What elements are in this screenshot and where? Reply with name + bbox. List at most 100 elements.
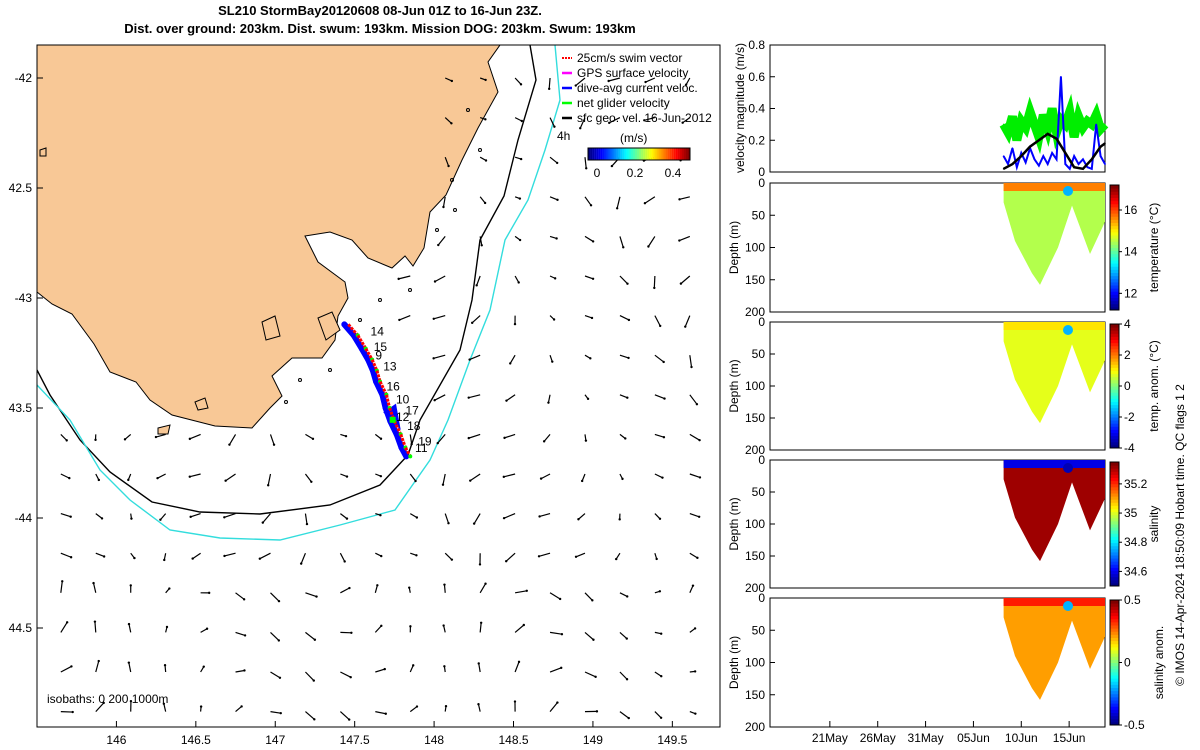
sfc-vector-head-217 — [695, 402, 699, 406]
sfc-vector-67 — [339, 552, 346, 562]
velocity-point-2-5 — [1046, 133, 1049, 135]
temp_anom-cbar-cell-5 — [1110, 429, 1119, 433]
sfc-vector-head-26 — [159, 518, 162, 521]
sfc-vector-103 — [443, 584, 446, 593]
velocity-point-0-14 — [1064, 123, 1067, 126]
temperature-yticklabel-4: 200 — [745, 305, 765, 319]
sfc-vector-195 — [644, 196, 656, 204]
sfc-vector-79 — [375, 711, 386, 715]
map-colorbar-cell-2 — [592, 148, 595, 160]
temp_anom-cbar-cell-17 — [1110, 392, 1119, 396]
track-seg-1 — [347, 323, 359, 337]
temperature-cbar-cell-0 — [1110, 306, 1119, 311]
velocity-point-1-19 — [1086, 166, 1089, 169]
temp_anom-yticklabel-4: 200 — [745, 443, 765, 457]
sal_anom-yticklabel-0: 0 — [758, 591, 765, 605]
sfc-vector-head-69 — [350, 631, 353, 634]
sfc-vector-43 — [224, 552, 236, 557]
sfc-vector-114 — [469, 354, 481, 361]
sfc-vector-head-190 — [625, 678, 629, 681]
sfc-vector-head-119 — [478, 563, 482, 566]
velocity-point-1-8 — [1038, 164, 1040, 167]
sfc-vector-50 — [262, 513, 271, 524]
sfc-vector-66 — [340, 513, 348, 520]
sfc-vector-216 — [689, 355, 693, 368]
sfc-vector-head-210 — [681, 121, 684, 124]
sfc-vector-head-84 — [415, 516, 419, 519]
vel-yticklabel-0: 0 — [758, 165, 765, 179]
sfc-vector-84 — [409, 513, 418, 519]
sfc-vector-head-91 — [450, 122, 453, 125]
rock-6 — [298, 378, 302, 382]
temp_anom-cbar-cell-29 — [1110, 355, 1119, 359]
map-colorbar-cell-5 — [598, 148, 601, 160]
sfc-vector-head-187 — [614, 557, 618, 561]
sfc-vector-98 — [434, 394, 446, 401]
map-colorbar-cell-9 — [606, 148, 609, 160]
track-seg-3 — [364, 347, 374, 361]
temperature-cbar-cell-23 — [1110, 235, 1119, 239]
map-colorbar-cell-22 — [632, 148, 636, 160]
temp_anom-cbar-cell-3 — [1110, 435, 1119, 440]
salinity-cbar-cell-14 — [1110, 539, 1119, 544]
temp_anom-cbar-ticklabel-4: 4 — [1124, 317, 1131, 331]
temp_anom-cbar-ticklabel-3: 2 — [1124, 348, 1131, 362]
sfc-vector-162 — [584, 235, 594, 242]
time-xticklabel-1: 26May — [860, 731, 896, 745]
day-label-10: 10 — [396, 393, 410, 407]
day-label-19: 19 — [418, 434, 432, 448]
sfc-vector-head-95 — [433, 280, 437, 283]
sfc-vector-152 — [539, 513, 551, 518]
sfc-vector-head-20 — [129, 584, 132, 587]
sfc-vector-head-57 — [310, 480, 313, 483]
sfc-vector-137 — [514, 590, 527, 594]
sfc-vector-head-132 — [505, 399, 508, 402]
sfc-vector-178 — [616, 196, 621, 209]
sfc-vector-191 — [619, 711, 630, 719]
sfc-vector-head-97 — [432, 357, 435, 360]
rock-3 — [435, 228, 439, 232]
sfc-vector-head-147 — [552, 318, 556, 321]
sfc-vector-218 — [689, 433, 700, 441]
temp_anom-cbar-cell-36 — [1110, 333, 1119, 337]
temp_anom-cbar-cell-21 — [1110, 379, 1119, 384]
sal_anom-cbar-cell-3 — [1110, 712, 1119, 717]
sal_anom-cbar-cell-12 — [1110, 684, 1119, 688]
map-yticklabel-5: 44.5 — [9, 621, 33, 635]
temp_anom-cbar-cell-27 — [1110, 361, 1119, 365]
sfc-vector-151 — [540, 473, 551, 480]
sfc-vector-head-111 — [480, 244, 483, 247]
sal_anom-cbar-cell-21 — [1110, 656, 1119, 660]
sfc-vector-144 — [549, 196, 558, 201]
day-label-13: 13 — [383, 360, 397, 374]
sfc-vector-115 — [468, 394, 481, 399]
sfc-vector-head-31 — [162, 702, 166, 705]
temperature-cbar-cell-19 — [1110, 247, 1119, 252]
sfc-vector-head-128 — [518, 238, 522, 242]
sfc-vector-197 — [653, 275, 656, 288]
sfc-vector-14 — [95, 660, 100, 673]
sfc-vector-49 — [267, 473, 272, 486]
map-colorbar-cell-41 — [671, 148, 674, 160]
sfc-vector-head-186 — [618, 518, 621, 521]
legend-label-1: GPS surface velocity — [577, 66, 688, 80]
velocity-point-0-15 — [1068, 110, 1071, 113]
map-colorbar-cell-27 — [643, 148, 646, 160]
sal_anom-cbar-cell-9 — [1110, 693, 1119, 698]
sfc-vector-head-102 — [450, 558, 454, 561]
map-colorbar-cell-35 — [659, 148, 662, 160]
temperature-cbar-cell-4 — [1110, 294, 1119, 298]
sfc-vector-head-149 — [547, 401, 550, 404]
sfc-vector-26 — [159, 513, 167, 521]
sfc-vector-head-54 — [278, 676, 282, 679]
salinity-section-feature — [1063, 463, 1073, 473]
velocity-point-0-10 — [1046, 128, 1049, 130]
sfc-vector-head-125 — [520, 119, 524, 123]
island-2 — [194, 397, 209, 411]
temperature-cbar-cell-30 — [1110, 213, 1119, 217]
sfc-vector-91 — [444, 117, 452, 124]
map-colorbar-frame — [587, 147, 691, 161]
map-colorbar-cell-28 — [645, 148, 648, 160]
sfc-vector-40 — [228, 434, 237, 445]
salinity-cbar-cell-11 — [1110, 548, 1119, 553]
